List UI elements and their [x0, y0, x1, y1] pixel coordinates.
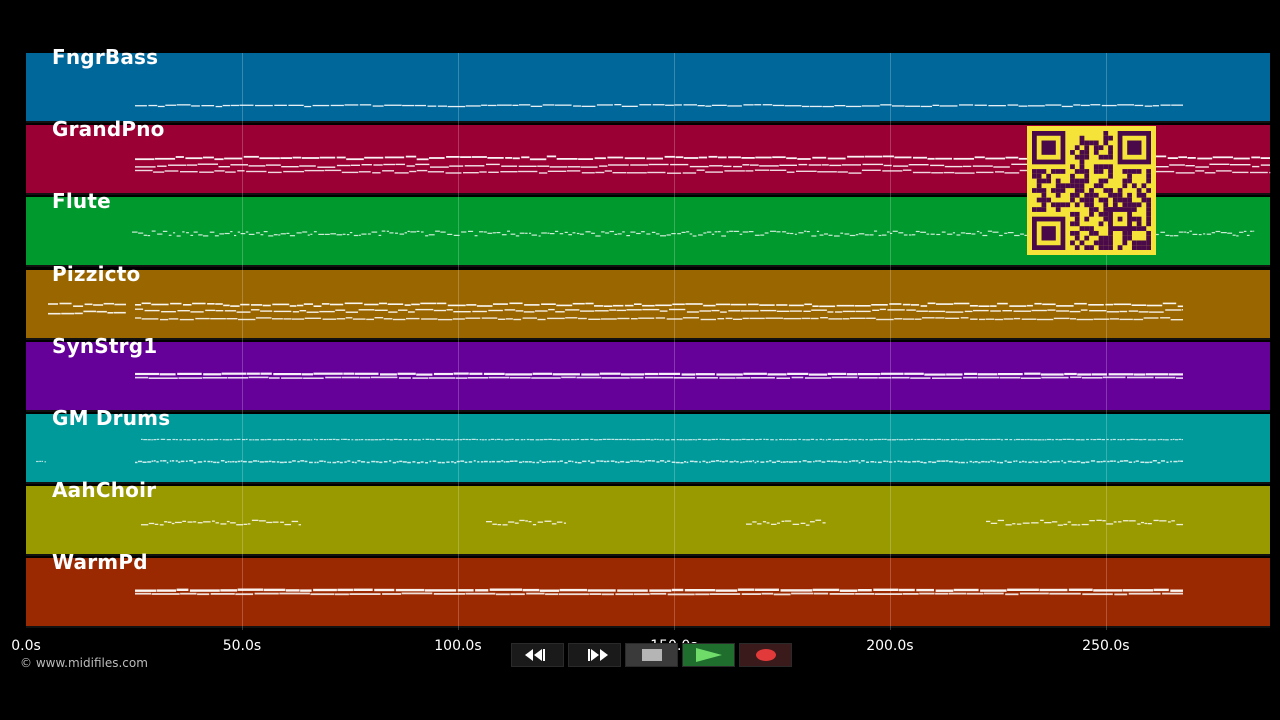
play-icon — [695, 648, 722, 662]
tick-label: 50.0s — [222, 638, 262, 654]
track-notes — [48, 302, 1183, 320]
fast-forward-button[interactable] — [568, 643, 621, 667]
track-notes — [132, 230, 1255, 237]
track-lane-warmpd[interactable]: WarmPd — [26, 550, 1270, 629]
track-name: SynStrg1 — [52, 333, 158, 358]
play-button[interactable] — [682, 643, 735, 667]
track-lane-fngrbass[interactable]: FngrBass — [26, 45, 1270, 123]
track-lane-aahchoir[interactable]: AahChoir — [26, 478, 1270, 557]
track-name: Flute — [52, 189, 111, 214]
track-notes — [135, 104, 1183, 108]
rewind-button[interactable] — [511, 643, 564, 667]
tick-label: 200.0s — [866, 638, 914, 654]
stop-icon — [641, 649, 662, 661]
stop-button[interactable] — [625, 643, 678, 667]
record-icon — [755, 649, 776, 661]
track-name: Pizzicto — [52, 261, 141, 286]
track-name: FngrBass — [52, 45, 159, 69]
transport-controls — [511, 643, 792, 667]
track-name: GM Drums — [52, 406, 171, 430]
track-lanes: FngrBass GrandPno Flute Pizzicto SynStrg1 GM … — [26, 45, 1271, 630]
track-notes — [135, 588, 1183, 596]
track-name: AahChoir — [52, 478, 157, 503]
track-notes — [141, 519, 1183, 526]
fast-forward-icon — [587, 649, 608, 661]
track-lane-gm-drums[interactable]: GM Drums — [26, 406, 1270, 484]
record-button[interactable] — [739, 643, 792, 667]
copyright-text: © www.midifiles.com — [20, 656, 148, 670]
tick-label: 250.0s — [1082, 638, 1130, 654]
tick-label: 0.0s — [11, 638, 41, 654]
tick-label: 100.0s — [434, 638, 482, 654]
track-name: GrandPno — [52, 117, 165, 142]
track-name: WarmPd — [52, 550, 148, 575]
track-lane-pizzicto[interactable]: Pizzicto — [26, 262, 1270, 340]
track-lane-synstrg1[interactable]: SynStrg1 — [26, 334, 1270, 412]
track-notes — [135, 372, 1183, 379]
qr-code-image — [1032, 131, 1151, 250]
track-notes — [36, 438, 1183, 464]
rewind-icon — [524, 649, 545, 661]
qr-code — [1027, 126, 1156, 255]
